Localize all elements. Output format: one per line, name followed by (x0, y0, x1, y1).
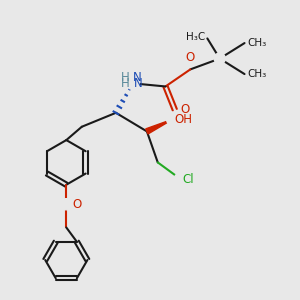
Circle shape (167, 112, 180, 126)
Text: Cl: Cl (182, 173, 194, 186)
Polygon shape (146, 119, 173, 134)
Text: OH: OH (174, 112, 192, 125)
Text: N: N (134, 77, 142, 90)
Text: H: H (121, 71, 129, 84)
Text: O: O (72, 198, 81, 211)
Text: H: H (121, 77, 130, 90)
Circle shape (214, 53, 225, 64)
Text: O: O (180, 103, 190, 116)
Circle shape (61, 199, 72, 210)
Text: H₃C: H₃C (186, 32, 205, 42)
Text: O: O (186, 51, 195, 64)
Circle shape (127, 77, 139, 90)
Text: N: N (133, 71, 142, 84)
Text: CH₃: CH₃ (247, 38, 266, 48)
Circle shape (174, 172, 188, 186)
Text: CH₃: CH₃ (247, 69, 266, 79)
